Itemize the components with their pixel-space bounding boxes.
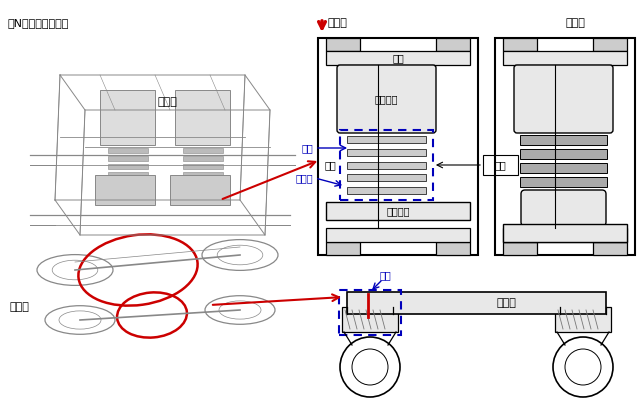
Bar (183, 148, 223, 153)
FancyBboxPatch shape (514, 65, 613, 133)
Bar (108, 148, 148, 153)
Bar (339, 290, 401, 335)
Bar (108, 172, 148, 177)
Text: 変色: 変色 (301, 143, 313, 153)
Bar (100, 90, 155, 145)
Bar (503, 51, 627, 65)
Bar (340, 130, 433, 200)
Text: 車輪: 車輪 (392, 53, 404, 63)
Text: 東京方: 東京方 (10, 302, 30, 312)
Bar (555, 307, 611, 332)
Bar (593, 242, 627, 255)
Bar (503, 228, 627, 242)
Text: 歯車装置: 歯車装置 (387, 206, 410, 216)
Bar (520, 135, 607, 145)
Bar (326, 202, 470, 220)
Bar (318, 38, 478, 255)
Bar (503, 38, 537, 51)
Bar (170, 175, 230, 205)
Bar (436, 38, 470, 51)
Text: 【N７００系台車】: 【N７００系台車】 (8, 18, 69, 28)
Bar (347, 292, 606, 314)
Bar (520, 177, 607, 187)
Text: 継手: 継手 (495, 160, 506, 170)
Bar (503, 224, 627, 242)
Bar (108, 164, 148, 169)
Bar (483, 155, 518, 175)
Bar (326, 51, 470, 65)
Bar (183, 164, 223, 169)
Text: 油付着: 油付着 (296, 173, 313, 183)
Bar (347, 187, 426, 194)
Bar (183, 156, 223, 161)
Bar (503, 242, 537, 255)
Text: 東京方: 東京方 (328, 18, 348, 28)
Bar (436, 242, 470, 255)
Bar (326, 38, 360, 51)
Bar (326, 228, 470, 242)
Bar (326, 242, 360, 255)
Text: 博多方: 博多方 (565, 18, 585, 28)
Bar (347, 174, 426, 181)
Text: 車軸: 車軸 (324, 160, 336, 170)
Bar (347, 136, 426, 143)
Bar (175, 90, 230, 145)
Bar (347, 149, 426, 156)
Text: 仇裂: 仇裂 (379, 270, 391, 280)
Bar (342, 307, 398, 332)
Bar (183, 172, 223, 177)
Bar (495, 38, 635, 255)
Text: 主電動機: 主電動機 (375, 94, 398, 104)
Bar (108, 156, 148, 161)
FancyBboxPatch shape (337, 65, 436, 133)
Bar (520, 163, 607, 173)
Text: 博多方: 博多方 (158, 97, 178, 107)
FancyBboxPatch shape (521, 190, 606, 226)
Bar (593, 38, 627, 51)
Text: 側バリ: 側バリ (497, 298, 516, 308)
Bar (520, 149, 607, 159)
Bar (347, 162, 426, 168)
Bar (95, 175, 155, 205)
